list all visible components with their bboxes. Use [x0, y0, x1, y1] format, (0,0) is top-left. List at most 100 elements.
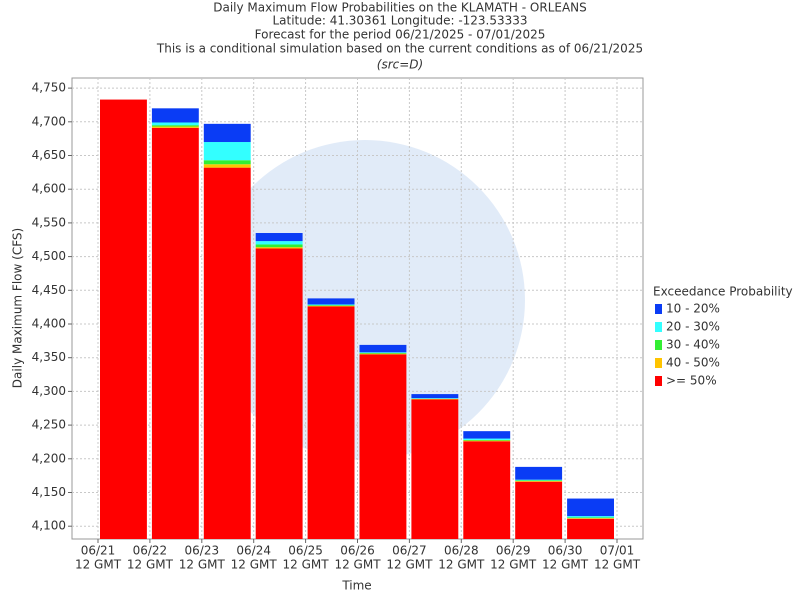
x-tick-label: 12 GMT — [386, 558, 433, 572]
bar-segment — [307, 304, 355, 306]
chart-title: Latitude: 41.30361 Longitude: -123.53333 — [272, 14, 527, 28]
bar-segment — [411, 398, 459, 400]
bar-segment — [359, 352, 407, 354]
bar-segment — [359, 352, 407, 353]
bar-segment — [359, 353, 407, 355]
bar-segment — [307, 305, 355, 306]
bar-segment — [203, 167, 251, 539]
bar-segment — [255, 248, 303, 539]
bar-segment — [411, 394, 459, 399]
bar-segment — [463, 440, 511, 442]
y-tick-label: 4,400 — [32, 317, 66, 331]
y-tick-label: 4,650 — [32, 148, 66, 162]
legend-label: 40 - 50% — [666, 356, 720, 370]
legend-label: >= 50% — [666, 374, 717, 388]
bar-segment — [255, 247, 303, 249]
bar-segment — [567, 516, 614, 518]
x-axis-label: Time — [341, 579, 371, 593]
x-tick-label: 06/24 — [236, 544, 271, 558]
legend-label: 20 - 30% — [666, 320, 720, 334]
y-tick-label: 4,550 — [32, 215, 66, 229]
bar-segment — [359, 344, 407, 353]
y-tick-label: 4,450 — [32, 283, 66, 297]
bar-segment — [100, 99, 147, 539]
x-tick-label: 12 GMT — [127, 558, 174, 572]
x-tick-label: 06/29 — [496, 544, 531, 558]
x-tick-label: 06/28 — [444, 544, 479, 558]
bar-segment — [151, 108, 199, 123]
x-tick-label: 06/25 — [288, 544, 323, 558]
x-tick-label: 12 GMT — [542, 558, 589, 572]
bar-segment — [203, 160, 251, 165]
bar-segment — [307, 298, 355, 305]
chart-title: Daily Maximum Flow Probabilities on the … — [213, 1, 587, 15]
x-tick-label: 12 GMT — [179, 558, 226, 572]
x-tick-label: 12 GMT — [438, 558, 485, 572]
x-tick-label: 12 GMT — [231, 558, 278, 572]
y-tick-label: 4,700 — [32, 114, 66, 128]
bar-segment — [255, 233, 303, 242]
bar-segment — [151, 126, 199, 128]
bar-segment — [515, 480, 563, 482]
legend-label: 10 - 20% — [666, 302, 720, 316]
bar-segment — [463, 438, 511, 440]
bar-segment — [151, 127, 199, 539]
y-tick-label: 4,250 — [32, 418, 66, 432]
y-tick-label: 4,600 — [32, 182, 66, 196]
legend-swatch — [655, 340, 662, 350]
bar-segment — [515, 481, 563, 539]
chart-subtitle: (src=D) — [377, 58, 423, 72]
bar-segment — [567, 518, 614, 539]
bar-segment — [203, 123, 251, 143]
bar-segment — [203, 164, 251, 168]
chart-title: Forecast for the period 06/21/2025 - 07/… — [255, 28, 546, 42]
bar-segment — [151, 122, 199, 126]
bar-segment — [567, 517, 614, 519]
x-tick-label: 12 GMT — [334, 558, 381, 572]
legend-swatch — [655, 304, 662, 314]
bar-segment — [151, 125, 199, 127]
bar-segment — [255, 244, 303, 248]
bar-segment — [255, 241, 303, 245]
legend-swatch — [655, 376, 662, 386]
y-tick-label: 4,150 — [32, 485, 66, 499]
bar-segment — [515, 481, 563, 482]
bar-segment — [359, 354, 407, 539]
legend-title: Exceedance Probability — [653, 285, 793, 299]
bar-segment — [411, 399, 459, 539]
x-tick-label: 12 GMT — [283, 558, 330, 572]
y-axis-label: Daily Maximum Flow (CFS) — [11, 228, 25, 388]
bar-segment — [307, 305, 355, 307]
bar-segment — [463, 439, 511, 441]
x-tick-label: 06/26 — [340, 544, 375, 558]
x-tick-label: 06/23 — [185, 544, 220, 558]
y-tick-label: 4,200 — [32, 451, 66, 465]
x-tick-label: 06/22 — [133, 544, 168, 558]
bar-segment — [463, 441, 511, 539]
legend-swatch — [655, 358, 662, 368]
x-tick-label: 07/01 — [600, 544, 635, 558]
legend-label: 30 - 40% — [666, 338, 720, 352]
y-tick-label: 4,500 — [32, 249, 66, 263]
chart-title: This is a conditional simulation based o… — [156, 42, 643, 56]
y-tick-label: 4,350 — [32, 350, 66, 364]
bar-segment — [411, 398, 459, 399]
x-tick-label: 06/30 — [548, 544, 583, 558]
bar-segment — [307, 306, 355, 539]
x-tick-label: 12 GMT — [594, 558, 641, 572]
bar-segment — [515, 466, 563, 480]
bar-segment — [515, 479, 563, 481]
x-tick-label: 06/27 — [392, 544, 427, 558]
x-tick-label: 06/21 — [81, 544, 116, 558]
x-tick-label: 12 GMT — [75, 558, 122, 572]
bar-segment — [203, 142, 251, 161]
bar-segment — [567, 498, 614, 517]
y-tick-label: 4,300 — [32, 384, 66, 398]
bar-segment — [463, 431, 511, 439]
bar-segment — [567, 518, 614, 519]
legend-swatch — [655, 322, 662, 332]
x-tick-label: 12 GMT — [490, 558, 537, 572]
y-tick-label: 4,100 — [32, 519, 66, 533]
y-tick-label: 4,750 — [32, 81, 66, 95]
